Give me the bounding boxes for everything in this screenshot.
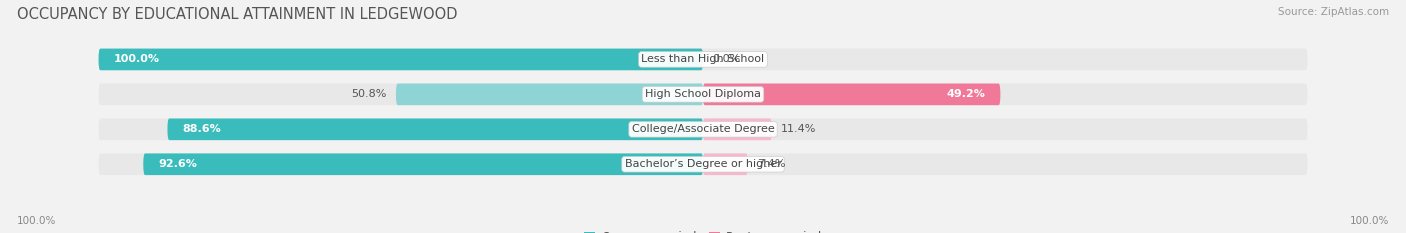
Text: 92.6%: 92.6% — [159, 159, 197, 169]
FancyBboxPatch shape — [703, 154, 748, 175]
Text: OCCUPANCY BY EDUCATIONAL ATTAINMENT IN LEDGEWOOD: OCCUPANCY BY EDUCATIONAL ATTAINMENT IN L… — [17, 7, 457, 22]
FancyBboxPatch shape — [167, 118, 703, 140]
Text: 88.6%: 88.6% — [183, 124, 221, 134]
Text: 100.0%: 100.0% — [114, 55, 160, 64]
Text: 50.8%: 50.8% — [352, 89, 387, 99]
FancyBboxPatch shape — [396, 84, 703, 105]
Legend: Owner-occupied, Renter-occupied: Owner-occupied, Renter-occupied — [579, 226, 827, 233]
Text: Source: ZipAtlas.com: Source: ZipAtlas.com — [1278, 7, 1389, 17]
Text: 0.0%: 0.0% — [711, 55, 741, 64]
FancyBboxPatch shape — [98, 49, 703, 70]
Text: Less than High School: Less than High School — [641, 55, 765, 64]
Text: College/Associate Degree: College/Associate Degree — [631, 124, 775, 134]
Text: 100.0%: 100.0% — [17, 216, 56, 226]
Text: High School Diploma: High School Diploma — [645, 89, 761, 99]
FancyBboxPatch shape — [98, 49, 1308, 70]
FancyBboxPatch shape — [703, 84, 1001, 105]
Text: 100.0%: 100.0% — [1350, 216, 1389, 226]
FancyBboxPatch shape — [143, 154, 703, 175]
FancyBboxPatch shape — [98, 84, 1308, 105]
FancyBboxPatch shape — [98, 118, 1308, 140]
FancyBboxPatch shape — [98, 154, 1308, 175]
Text: 11.4%: 11.4% — [780, 124, 817, 134]
FancyBboxPatch shape — [703, 118, 772, 140]
Text: 7.4%: 7.4% — [756, 159, 786, 169]
Text: Bachelor’s Degree or higher: Bachelor’s Degree or higher — [624, 159, 782, 169]
Text: 49.2%: 49.2% — [946, 89, 986, 99]
